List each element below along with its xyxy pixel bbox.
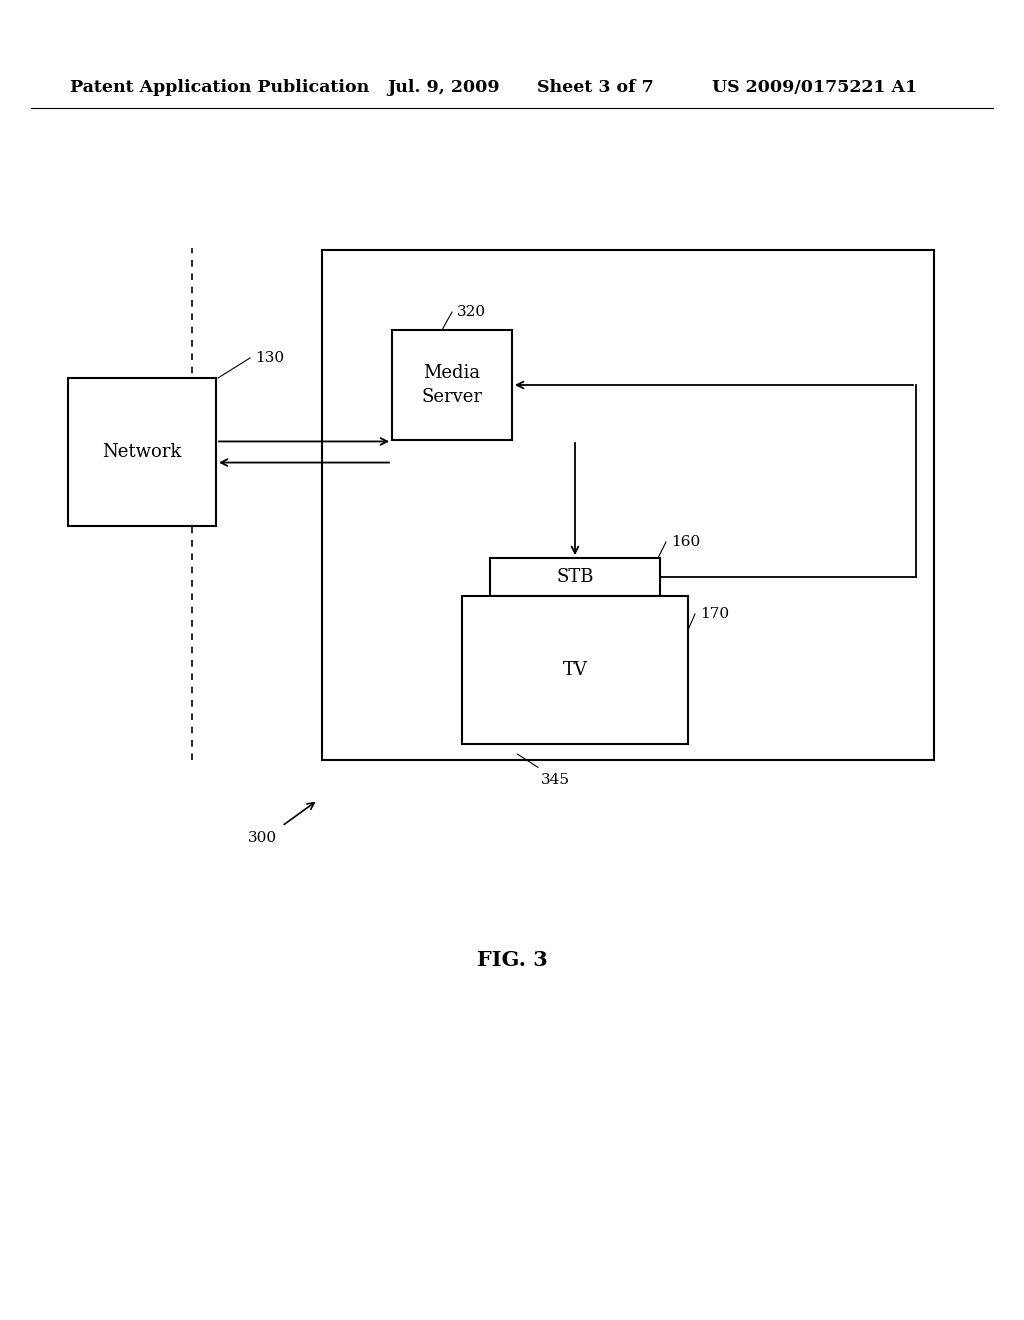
Text: 320: 320 [457, 305, 486, 319]
Text: Patent Application Publication: Patent Application Publication [70, 79, 369, 96]
Text: Jul. 9, 2009: Jul. 9, 2009 [387, 79, 500, 96]
Text: Sheet 3 of 7: Sheet 3 of 7 [537, 79, 653, 96]
Bar [490, 558, 660, 597]
Text: Media
Server: Media Server [422, 363, 482, 407]
Text: Network: Network [102, 444, 181, 461]
Text: 345: 345 [541, 772, 570, 787]
Text: 130: 130 [255, 351, 285, 366]
Text: 160: 160 [671, 535, 700, 549]
Text: STB: STB [556, 568, 594, 586]
Bar [68, 378, 216, 525]
Text: 170: 170 [700, 607, 729, 620]
Text: FIG. 3: FIG. 3 [476, 950, 548, 970]
Text: TV: TV [562, 661, 588, 678]
Text: US 2009/0175221 A1: US 2009/0175221 A1 [712, 79, 916, 96]
Text: 300: 300 [248, 832, 278, 845]
Bar [322, 249, 934, 760]
Bar [462, 597, 688, 744]
Bar [392, 330, 512, 440]
